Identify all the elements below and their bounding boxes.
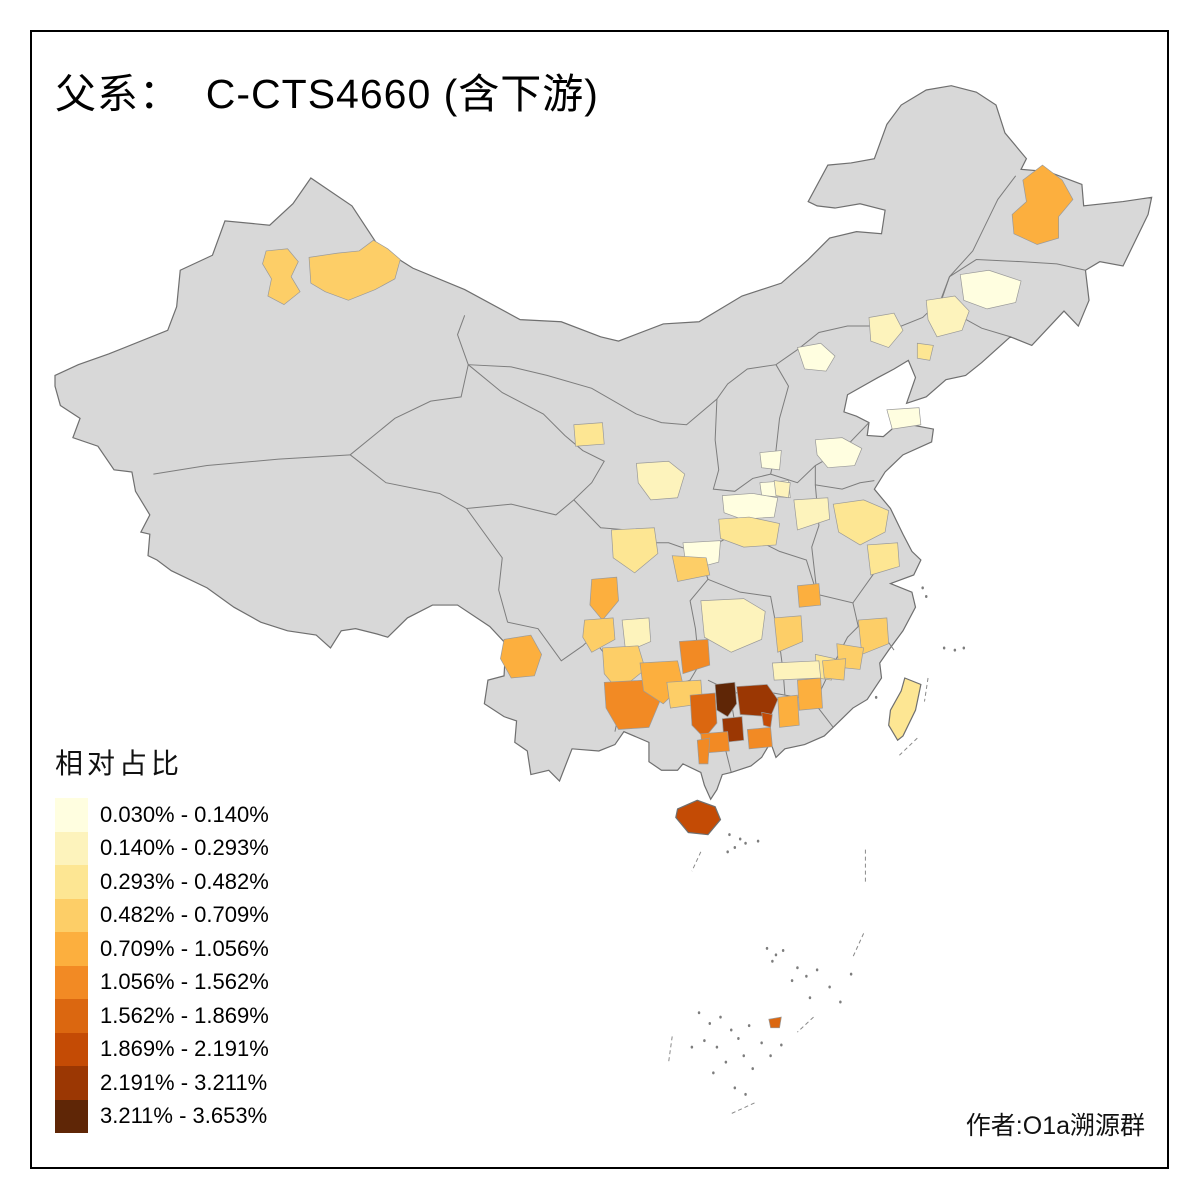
south-china-sea-islands [690, 586, 966, 1096]
choropleth-patch [815, 438, 862, 468]
choropleth-patch [622, 618, 651, 652]
choropleth-patch [774, 616, 803, 652]
legend-label: 0.140% - 0.293% [100, 835, 269, 861]
choropleth-patch [611, 528, 658, 573]
choropleth-patch [263, 249, 301, 305]
page-title: 父系： C-CTS4660 (含下游) [55, 71, 599, 117]
choropleth-patch [690, 693, 717, 738]
hainan-island [676, 800, 721, 834]
legend-swatch [55, 999, 88, 1033]
choropleth-patch [858, 618, 888, 654]
choropleth-patches [263, 165, 1073, 1028]
choropleth-patch [719, 517, 780, 547]
choropleth-patch [833, 500, 888, 545]
choropleth-patch [822, 659, 845, 680]
choropleth-patch [583, 618, 615, 652]
author-attribution: 作者:O1a溯源群 [965, 1112, 1145, 1140]
legend: 相对占比 0.030% - 0.140% 0.140% - 0.293% 0.2… [55, 742, 269, 1133]
legend-swatch [55, 965, 88, 999]
choropleth-patch [715, 682, 736, 716]
legend-row: 0.709% - 1.056% [55, 932, 269, 966]
legend-swatch [55, 898, 88, 932]
legend-swatch [55, 1066, 88, 1100]
choropleth-patch [1012, 165, 1073, 244]
choropleth-patch [797, 584, 820, 608]
legend-row: 3.211% - 3.653% [55, 1099, 269, 1133]
choropleth-patch [722, 493, 777, 519]
choropleth-patch [701, 599, 765, 653]
legend-row: 1.562% - 1.869% [55, 999, 269, 1033]
choropleth-patch [772, 661, 820, 680]
legend-label: 2.191% - 3.211% [100, 1069, 268, 1095]
legend-row: 2.191% - 3.211% [55, 1066, 269, 1100]
legend-label: 0.030% - 0.140% [100, 801, 269, 827]
legend-row: 0.030% - 0.140% [55, 798, 269, 832]
choropleth-patch [574, 423, 604, 447]
choropleth-patch [636, 461, 684, 500]
choropleth-patch [760, 451, 781, 470]
legend-label: 0.709% - 1.056% [100, 935, 269, 961]
choropleth-patch [797, 343, 835, 371]
legend-label: 1.056% - 1.562% [100, 969, 269, 995]
choropleth-patch [926, 296, 969, 337]
legend-row: 0.293% - 0.482% [55, 865, 269, 899]
legend-swatch [55, 932, 88, 966]
legend-label: 3.211% - 3.653% [100, 1103, 268, 1129]
legend-label: 1.562% - 1.869% [100, 1002, 269, 1028]
choropleth-patch [762, 712, 773, 727]
choropleth-patch [794, 498, 830, 530]
choropleth-patch [797, 678, 822, 710]
choropleth-patch [778, 695, 799, 727]
legend-swatch [55, 865, 88, 899]
choropleth-patch [672, 556, 710, 582]
choropleth-patch [500, 635, 541, 678]
nine-dash-line [669, 678, 928, 1114]
legend-label: 0.293% - 0.482% [100, 868, 269, 894]
choropleth-patch [769, 1017, 782, 1028]
map-projection-group [55, 86, 1152, 1114]
legend-swatch [55, 831, 88, 865]
choropleth-patch [697, 738, 710, 764]
choropleth-patch [590, 577, 619, 620]
choropleth-patch [602, 646, 645, 691]
legend-swatch [55, 798, 88, 832]
legend-swatch [55, 1099, 88, 1133]
choropleth-patch [747, 727, 772, 748]
choropleth-patch [960, 270, 1021, 309]
choropleth-patch [309, 240, 400, 300]
choropleth-patch [737, 684, 778, 716]
choropleth-patch [869, 313, 903, 347]
legend-title: 相对占比 [55, 748, 184, 779]
choropleth-patch [887, 408, 921, 429]
legend-label: 1.869% - 2.191% [100, 1036, 269, 1062]
legend-row: 1.056% - 1.562% [55, 965, 269, 999]
choropleth-patch [774, 481, 790, 498]
choropleth-patch [917, 343, 933, 360]
choropleth-patch [867, 543, 899, 575]
choropleth-patch [679, 639, 709, 673]
plot-frame [30, 30, 1169, 1169]
taiwan-island [889, 678, 921, 740]
legend-row: 0.140% - 0.293% [55, 831, 269, 865]
legend-label: 0.482% - 0.709% [100, 902, 269, 928]
legend-row: 1.869% - 2.191% [55, 1032, 269, 1066]
legend-swatch [55, 1032, 88, 1066]
legend-row: 0.482% - 0.709% [55, 898, 269, 932]
